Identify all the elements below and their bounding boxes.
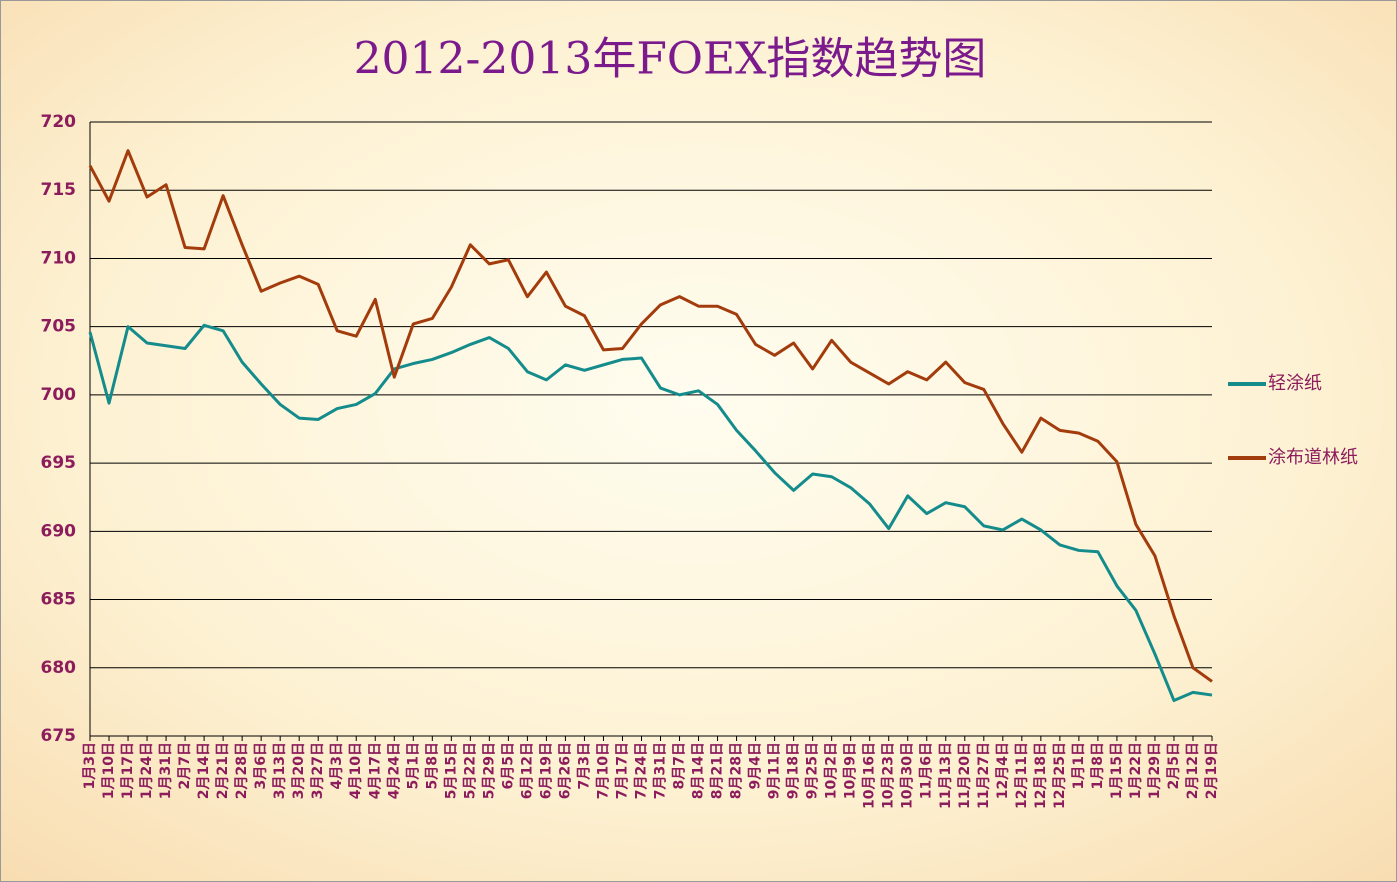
x-tick-label: 4月10日 [348, 742, 364, 799]
x-tick-label: 12月18日 [1033, 742, 1049, 809]
x-tick-label: 4月3日 [329, 742, 345, 789]
x-tick-label: 10月30日 [900, 742, 916, 809]
y-tick-label: 690 [41, 521, 77, 541]
chart: 2012-2013年FOEX指数趋势图 675 680 685 690 695 700 70… [0, 0, 1397, 882]
y-tick-label: 675 [41, 726, 77, 746]
y-tick-label: 685 [41, 590, 77, 610]
x-tick-label: 8月7日 [672, 742, 688, 789]
x-tick-label: 5月8日 [424, 742, 440, 789]
x-tick-label: 2月19日 [1204, 742, 1220, 799]
x-tick-label: 5月29日 [481, 742, 497, 799]
y-tick-label: 720 [41, 112, 77, 132]
x-tick-label: 9月18日 [786, 742, 802, 799]
x-tick-label: 8月21日 [710, 742, 726, 799]
x-tick-label: 9月25日 [805, 742, 821, 799]
x-tick-label: 7月31日 [653, 742, 669, 799]
x-tick-label: 4月24日 [386, 742, 402, 799]
x-tick-label: 1月31日 [158, 742, 174, 799]
x-tick-label: 12月11日 [1014, 742, 1030, 809]
x-tick-label: 11月13日 [938, 742, 954, 809]
x-tick-label: 4月17日 [367, 742, 383, 799]
x-tick-label: 5月1日 [405, 742, 421, 789]
x-tick-label: 2月28日 [234, 742, 250, 799]
x-tick-label: 7月3日 [576, 742, 592, 789]
x-tick-label: 6月5日 [500, 742, 516, 789]
x-tick-label: 1月24日 [139, 742, 155, 799]
x-tick-label: 6月19日 [538, 742, 554, 799]
x-tick-label: 5月22日 [462, 742, 478, 799]
x-tick-label: 12月25日 [1052, 742, 1068, 809]
x-tick-label: 10月16日 [862, 742, 878, 809]
y-tick-label: 695 [41, 453, 77, 473]
x-tick-label: 1月15日 [1109, 742, 1125, 799]
x-tick-label: 10月2日 [824, 742, 840, 799]
legend-label: 涂布道林纸 [1268, 447, 1358, 468]
x-tick-label: 2月21日 [215, 742, 231, 799]
x-tick-label: 2月5日 [1166, 742, 1182, 789]
x-tick-label: 9月11日 [767, 742, 783, 799]
x-tick-label: 7月24日 [633, 742, 649, 799]
x-tick-label: 1月29日 [1147, 742, 1163, 799]
x-tick-label: 1月22日 [1128, 742, 1144, 799]
x-tick-label: 9月4日 [748, 742, 764, 789]
legend-label: 轻涂纸 [1268, 373, 1322, 394]
x-tick-label: 3月6日 [253, 742, 269, 789]
x-tick-label: 1月8日 [1090, 742, 1106, 789]
y-tick-label: 705 [41, 317, 77, 337]
x-tick-label: 7月10日 [595, 742, 611, 799]
x-tick-label: 5月15日 [443, 742, 459, 799]
y-tick-label: 700 [41, 385, 77, 405]
x-tick-label: 3月27日 [310, 742, 326, 799]
x-tick-label: 7月17日 [614, 742, 630, 799]
x-tick-label: 8月14日 [691, 742, 707, 799]
x-tick-label: 6月12日 [519, 742, 535, 799]
x-tick-label: 3月13日 [272, 742, 288, 799]
x-tick-label: 2月7日 [177, 742, 193, 789]
x-tick-label: 1月10日 [101, 742, 117, 799]
x-tick-label: 10月23日 [881, 742, 897, 809]
x-tick-label: 1月17日 [120, 742, 136, 799]
x-tick-label: 2月12日 [1185, 742, 1201, 799]
x-tick-label: 1月3日 [82, 742, 98, 789]
x-tick-label: 6月26日 [557, 742, 573, 799]
x-tick-label: 10月9日 [843, 742, 859, 799]
x-tick-label: 12月4日 [995, 742, 1011, 799]
y-tick-label: 680 [41, 658, 77, 678]
chart-title: 2012-2013年FOEX指数趋势图 [354, 34, 987, 85]
x-tick-label: 1月1日 [1071, 742, 1087, 789]
x-tick-label: 11月27日 [976, 742, 992, 809]
x-tick-label: 8月28日 [729, 742, 745, 799]
x-tick-label: 11月20日 [957, 742, 973, 809]
x-tick-label: 3月20日 [291, 742, 307, 799]
x-tick-label: 2月14日 [196, 742, 212, 799]
y-tick-label: 710 [41, 248, 77, 268]
x-tick-label: 11月6日 [919, 742, 935, 799]
y-tick-label: 715 [41, 180, 77, 200]
